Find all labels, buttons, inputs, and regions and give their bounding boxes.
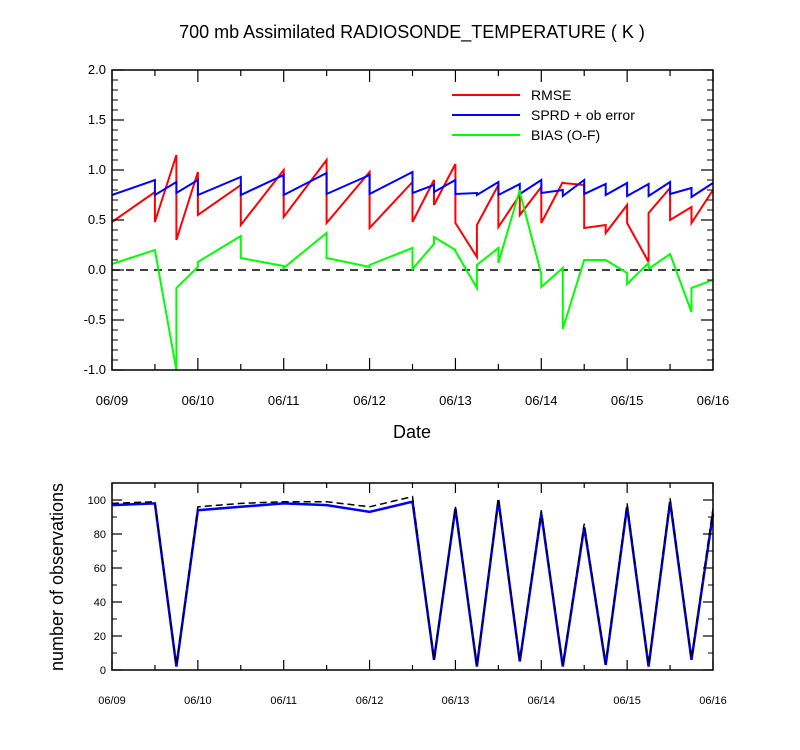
x-tick-label: 06/15 [611, 393, 644, 408]
y-tick-label: 0.5 [88, 212, 106, 227]
chart-title: 700 mb Assimilated RADIOSONDE_TEMPERATUR… [179, 22, 645, 43]
legend-label: RMSE [531, 87, 571, 103]
x-axis-label: Date [393, 422, 431, 442]
x-tick-label: 06/16 [697, 393, 730, 408]
x-tick-label: 06/11 [270, 695, 297, 707]
series-line-2 [111, 189, 714, 371]
y-tick-label: -1.0 [84, 362, 106, 377]
x-tick-label: 06/12 [356, 695, 384, 707]
x-tick-label: 06/09 [98, 695, 126, 707]
x-tick-label: 06/13 [439, 393, 472, 408]
y-tick-label: 1.5 [88, 112, 106, 127]
x-tick-label: 06/14 [528, 695, 556, 707]
x-tick-label: 06/09 [96, 393, 129, 408]
y-tick-label: 0.0 [88, 262, 106, 277]
x-tick-label: 06/10 [182, 393, 215, 408]
y-tick-label: 1.0 [88, 162, 106, 177]
bottom-chart: 06/09 06/10 06/11 06/12 06/13 06/14 06/15 06/16… [47, 482, 727, 707]
series-line-1 [111, 170, 714, 199]
x-tick-label: 06/13 [442, 695, 470, 707]
y-tick-label: 80 [94, 529, 106, 541]
y-tick-label: 2.0 [88, 62, 106, 77]
y-tick-label: 100 [88, 495, 106, 507]
legend: RMSE SPRD + ob error BIAS (O-F) [452, 87, 635, 143]
y-tick-label: 0 [100, 665, 106, 677]
y-axis-label: number of observations [47, 483, 67, 671]
x-tick-label: 06/15 [613, 695, 641, 707]
series-line-1 [111, 495, 714, 666]
y-tick-label: 40 [94, 597, 106, 609]
y-tick-label: -0.5 [84, 312, 106, 327]
legend-label: SPRD + ob error [531, 107, 635, 123]
x-tick-label: 06/16 [699, 695, 727, 707]
x-tick-label: 06/11 [268, 393, 300, 408]
y-tick-label: 20 [94, 631, 106, 643]
x-tick-label: 06/12 [353, 393, 386, 408]
x-tick-label: 06/10 [184, 695, 212, 707]
legend-label: BIAS (O-F) [531, 127, 600, 143]
y-tick-label: 60 [94, 563, 106, 575]
x-tick-label: 06/14 [525, 393, 558, 408]
top-chart: 700 mb Assimilated RADIOSONDE_TEMPERATUR… [84, 22, 730, 442]
series-line-0 [111, 499, 715, 667]
